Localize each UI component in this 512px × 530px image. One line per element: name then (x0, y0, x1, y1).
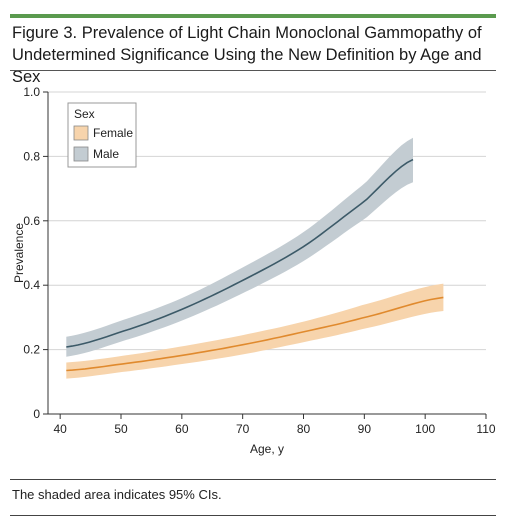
x-tick-label: 90 (358, 422, 372, 436)
x-tick-label: 80 (297, 422, 311, 436)
male-legend-label: Male (93, 147, 119, 161)
prevalence-chart: 0 0.2 0.4 0.6 0.8 1.0 40 50 60 70 80 90 100 110 Age, y… (12, 85, 496, 456)
title-divider (10, 70, 496, 71)
female-legend-swatch (73, 125, 89, 141)
y-tick-label: 0 (33, 407, 40, 421)
y-tick-label: 0.8 (23, 149, 40, 163)
male-ci-band (66, 137, 414, 357)
figure-footnote: The shaded area indicates 95% CIs. (12, 487, 222, 502)
footnote-divider-bottom (10, 515, 496, 516)
female-ci-band (66, 283, 444, 379)
female-legend-label: Female (93, 126, 133, 140)
x-tick-label: 60 (175, 422, 189, 436)
y-tick-label: 0.4 (23, 278, 40, 292)
y-tick-label: 1.0 (23, 85, 40, 99)
x-tick-label: 50 (114, 422, 128, 436)
y-axis-label: Prevalence (12, 223, 26, 283)
x-axis-label: Age, y (250, 442, 284, 456)
top-accent-rule (10, 14, 496, 18)
x-tick-label: 100 (415, 422, 435, 436)
x-tick-label: 70 (236, 422, 250, 436)
y-tick-label: 0.6 (23, 214, 40, 228)
x-tick-label: 40 (53, 422, 67, 436)
male-series-line (66, 158, 414, 348)
figure-title: Figure 3. Prevalence of Light Chain Mono… (12, 24, 482, 86)
x-tick-label: 110 (476, 422, 495, 436)
footnote-divider-top (10, 479, 496, 480)
female-series-line (66, 296, 444, 372)
y-tick-label: 0.2 (23, 343, 40, 357)
male-legend-swatch (73, 146, 89, 162)
legend-title: Sex (74, 107, 95, 121)
